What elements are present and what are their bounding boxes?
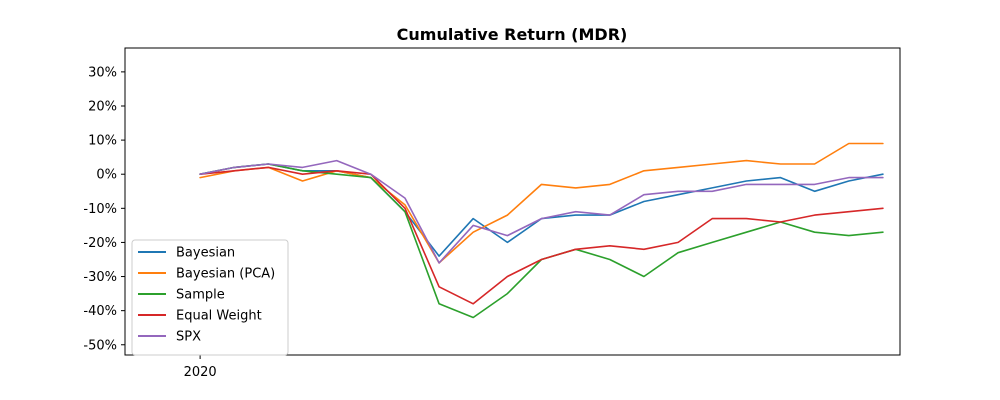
series-layer [199,142,884,319]
y-tick-label: -30% [83,270,117,285]
y-tick-label: -10% [83,202,117,217]
series-line-spx [199,159,884,264]
series-line-bayesian [199,163,884,257]
plot-area-frame [124,47,901,356]
y-axis: -50% -40% -30% -20% -10% 0% 10% 20% 30% [83,65,125,353]
y-tick-label: -50% [83,338,117,353]
y-tick-label: -20% [83,236,117,251]
legend-box [131,239,289,356]
series-line-bayesian-pca [199,142,884,264]
legend-label-spx: SPX [176,330,201,345]
y-tick-label: 0% [96,168,117,183]
series-line-equal-weight [199,166,884,305]
x-tick-label: 2020 [184,365,217,380]
legend: Bayesian Bayesian (PCA) Sample Equal Weight… [131,239,289,356]
y-tick-label: 10% [88,134,117,149]
chart-title: Cumulative Return (MDR) [397,25,628,44]
y-tick-label: -40% [83,304,117,319]
legend-label-bayesian-pca: Bayesian (PCA) [176,267,275,282]
legend-label-bayesian: Bayesian [176,246,235,261]
legend-label-sample: Sample [176,288,225,303]
legend-label-equal-weight: Equal Weight [176,309,262,324]
y-tick-label: 30% [88,65,117,80]
y-tick-label: 20% [88,99,117,114]
series-line-sample [199,163,884,319]
x-axis: 2020 [184,355,217,380]
